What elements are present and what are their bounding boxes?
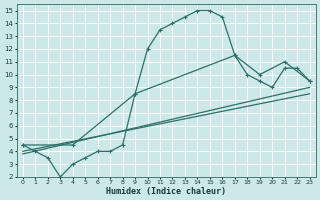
X-axis label: Humidex (Indice chaleur): Humidex (Indice chaleur): [106, 187, 226, 196]
